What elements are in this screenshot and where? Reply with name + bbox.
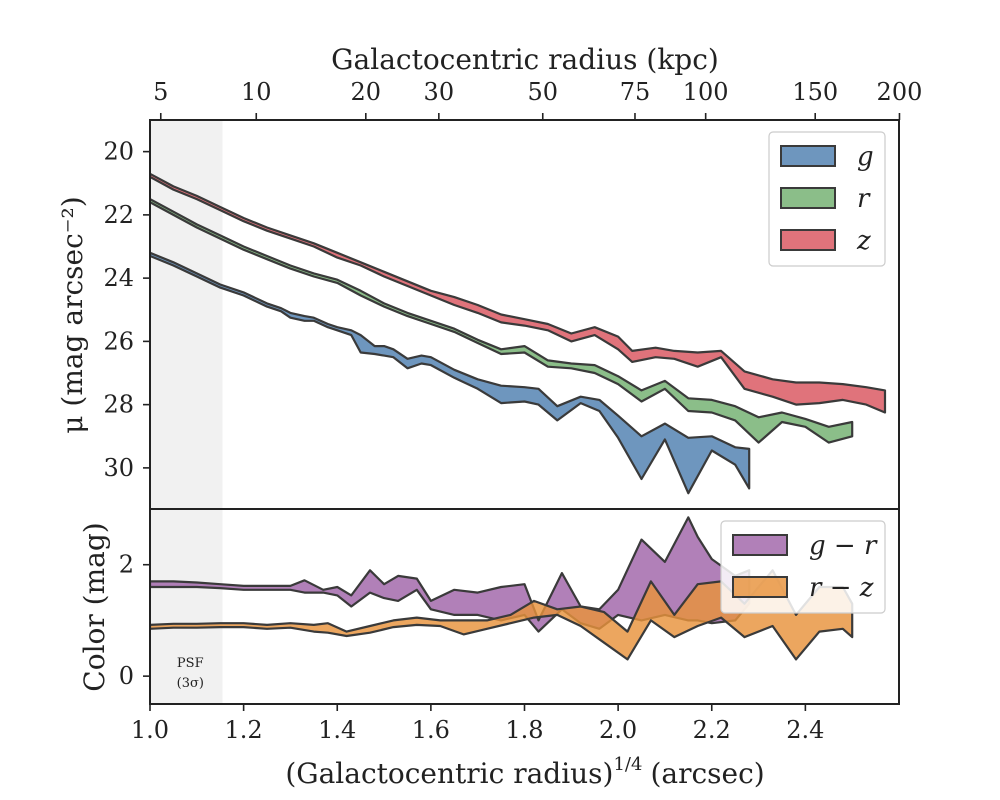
- y-tick-label-sb-3: 26: [103, 327, 134, 355]
- top-axis-title: Galactocentric radius (kpc): [331, 43, 719, 76]
- legend-label-color-1: r − z: [809, 573, 874, 603]
- series-band-color-1: [150, 569, 854, 661]
- color-panel: 0 2 1.0 1.2 1.4 1.6 1.8 2.0 2.2 2.4 PSF (3σ) g − r r …: [119, 508, 900, 744]
- x-tick-label-0: 1.0: [131, 716, 169, 744]
- top-tick-label-2: 20: [351, 78, 382, 106]
- top-tick-label-4: 50: [527, 78, 558, 106]
- legend-label-sb-2: z: [856, 226, 871, 256]
- legend-swatch-sb-1: [780, 187, 836, 209]
- top-tick-label-0: 5: [153, 78, 168, 106]
- y-tick-label-sb-0: 20: [103, 138, 134, 166]
- surface-brightness-panel: 20 22 24 26 28 30 5 10 20 30 50 75 100 150 200 grz: [103, 78, 923, 510]
- psf-label: PSF: [177, 656, 204, 671]
- legend-label-sb-0: g: [857, 142, 874, 172]
- bottom-axis-title-main: (Galactocentric radius): [285, 757, 613, 790]
- series-band-sb-2: [150, 172, 887, 414]
- x-tick-label-7: 2.4: [786, 716, 824, 744]
- y-tick-label-sb-4: 28: [103, 391, 134, 419]
- psf-region-sb: [150, 120, 223, 509]
- top-tick-label-3: 30: [424, 78, 455, 106]
- bottom-axis-title-superscript: 1/4: [613, 754, 642, 775]
- psf-region-color: [150, 509, 223, 704]
- top-tick-label-7: 150: [792, 78, 838, 106]
- x-tick-label-4: 1.8: [505, 716, 543, 744]
- bottom-axis-title: (Galactocentric radius)1/4 (arcsec): [285, 754, 764, 790]
- bottom-y-axis-title: Color (mag): [78, 522, 111, 691]
- x-tick-label-6: 2.2: [693, 716, 731, 744]
- top-tick-label-6: 100: [683, 78, 729, 106]
- series-band-sb-1: [150, 198, 854, 444]
- legend-label-color-0: g − r: [809, 531, 878, 561]
- top-tick-label-8: 200: [877, 78, 923, 106]
- top-y-axis-title: μ (mag arcsec⁻²): [56, 196, 89, 433]
- y-tick-label-color-0: 0: [119, 662, 134, 690]
- legend-color: g − r r − z: [720, 520, 886, 614]
- legend-swatch-sb-0: [780, 145, 836, 167]
- series-band-sb-0: [150, 251, 751, 495]
- top-tick-label-5: 75: [620, 78, 651, 106]
- y-tick-label-sb-2: 24: [103, 264, 134, 292]
- bottom-axis-title-unit: (arcsec): [650, 757, 764, 790]
- y-tick-label-sb-1: 22: [103, 201, 134, 229]
- legend-label-sb-1: r: [857, 184, 871, 214]
- y-tick-label-sb-5: 30: [103, 454, 134, 482]
- legend-swatch-color-1: [732, 576, 788, 598]
- legend-sb: grz: [768, 131, 886, 267]
- legend-swatch-color-0: [732, 534, 788, 556]
- legend-swatch-sb-2: [780, 229, 836, 251]
- top-tick-label-1: 10: [241, 78, 272, 106]
- x-tick-label-2: 1.4: [318, 716, 356, 744]
- psf-label-sigma: (3σ): [177, 676, 204, 691]
- x-tick-label-5: 2.0: [599, 716, 637, 744]
- x-tick-label-1: 1.2: [225, 716, 263, 744]
- x-tick-label-3: 1.6: [412, 716, 450, 744]
- y-tick-label-color-1: 2: [119, 551, 134, 579]
